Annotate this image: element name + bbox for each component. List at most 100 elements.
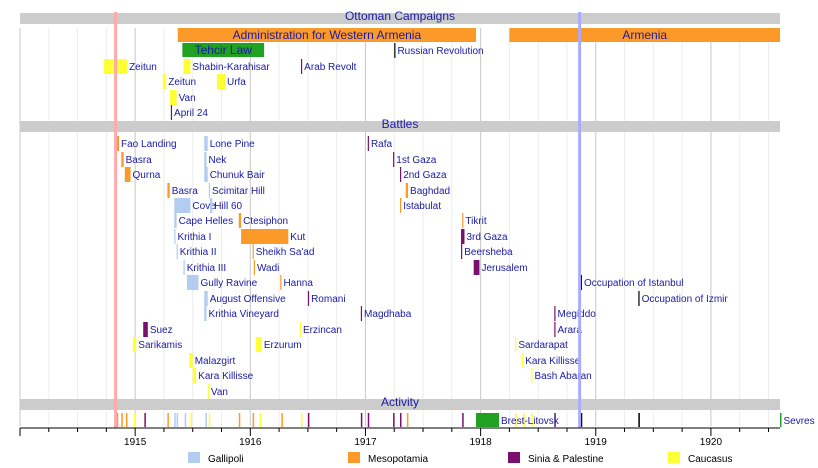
era-label: Administration for Western Armenia: [233, 28, 422, 42]
activity-tick: [400, 413, 402, 427]
event-label: Hanna: [283, 278, 313, 289]
event-bar: [253, 260, 255, 275]
activity-tick: [184, 413, 187, 427]
event-label: Nek: [209, 155, 228, 166]
activity-tick: [125, 413, 128, 427]
event-bar: [515, 337, 517, 352]
legend-swatch: [668, 452, 680, 463]
era-label: Armenia: [622, 28, 667, 42]
event-label: Shabin-Karahisar: [192, 62, 270, 73]
event-bar: [241, 229, 289, 244]
event-label: Krithia II: [180, 247, 217, 258]
event-bar: [192, 368, 197, 383]
event-bar: [189, 353, 193, 368]
event-label: Wadi: [257, 263, 279, 274]
event-label: Van: [211, 387, 228, 398]
activity-tick: [252, 413, 255, 427]
event-label: Krithia I: [178, 232, 212, 243]
activity-tick: [406, 413, 409, 427]
event-label: 1st Gaza: [396, 155, 436, 166]
event-bar: [169, 90, 177, 105]
event-bar: [554, 306, 556, 321]
event-label: April 24: [174, 108, 208, 119]
section-title: Ottoman Campaigns: [345, 9, 455, 23]
event-label: Gully Ravine: [200, 278, 257, 289]
activity-tick: [462, 413, 464, 427]
section-title: Battles: [382, 117, 419, 131]
event-bar: [367, 136, 369, 151]
event-bar: [280, 275, 282, 290]
x-tick-label: 1918: [469, 437, 492, 448]
legend-swatch: [508, 452, 520, 463]
event-label: Sarikamis: [138, 340, 182, 351]
legend-label: Sinia & Palestine: [528, 454, 604, 465]
section-title: Activity: [381, 395, 419, 409]
activity-tick: [190, 413, 192, 427]
event-label: Van: [179, 93, 196, 104]
event-bar: [124, 167, 131, 182]
event-label: Baghdad: [410, 186, 450, 197]
activity-bar: [780, 413, 782, 427]
event-bar: [204, 152, 207, 167]
activity-tick: [259, 413, 262, 427]
marker-1914-11: [114, 12, 118, 428]
legend-label: Mesopotamia: [368, 454, 428, 465]
event-bar: [174, 198, 191, 213]
era-bar: [177, 28, 476, 42]
event-label: Malazgirt: [195, 356, 236, 367]
event-label: Cape Helles: [179, 216, 233, 227]
event-label: Zeitun: [168, 77, 196, 88]
event-label: 2nd Gaza: [403, 170, 447, 181]
section-band: [20, 399, 780, 410]
event-bar: [186, 275, 199, 290]
marker-1918-11: [578, 12, 582, 428]
event-bar: [174, 229, 176, 244]
activity-tick: [238, 413, 241, 427]
event-label: Suez: [150, 325, 173, 336]
event-bar: [522, 353, 524, 368]
event-bar: [167, 183, 170, 198]
event-label: Basra: [126, 155, 153, 166]
section-band: [20, 121, 780, 132]
event-label: Krithia III: [187, 263, 226, 274]
event-bar: [393, 152, 395, 167]
event-bar: [580, 275, 582, 290]
event-bar: [210, 198, 213, 213]
event-label: Arab Revolt: [304, 62, 356, 73]
activity-label: Sevres: [784, 416, 815, 427]
event-label: Beersheba: [464, 247, 513, 258]
event-bar: [638, 291, 640, 306]
activity-tick: [176, 413, 179, 427]
event-bar: [462, 213, 464, 228]
event-label: Romani: [311, 294, 345, 305]
event-bar: [208, 183, 211, 198]
legend-swatch: [348, 452, 360, 463]
event-label: Chunuk Bair: [210, 170, 266, 181]
activity-label: Brest-Litovsk: [501, 416, 560, 427]
event-label: Arara: [558, 325, 583, 336]
era-bar: [509, 28, 780, 42]
activity-tick: [393, 413, 395, 427]
event-bar: [204, 167, 208, 182]
event-bar: [461, 229, 465, 244]
activity-tick: [307, 413, 310, 427]
event-label: Occupation of Izmir: [642, 294, 729, 305]
event-bar: [143, 322, 148, 337]
event-bar: [394, 43, 396, 58]
activity-tick: [174, 413, 176, 427]
event-label: Fao Landing: [121, 139, 177, 150]
event-label: Kut: [290, 232, 305, 243]
event-label: Qurna: [133, 170, 161, 181]
activity-tick: [116, 413, 119, 427]
legend-label: Caucasus: [688, 454, 732, 465]
event-label: Occupation of Istanbul: [584, 278, 684, 289]
event-label: Istabulat: [403, 201, 441, 212]
event-label: Magdhaba: [364, 309, 412, 320]
event-bar: [116, 136, 120, 151]
event-bar: [238, 213, 242, 228]
event-label: Russian Revolution: [397, 46, 483, 57]
legend-swatch: [188, 452, 200, 463]
activity-tick: [523, 413, 525, 427]
